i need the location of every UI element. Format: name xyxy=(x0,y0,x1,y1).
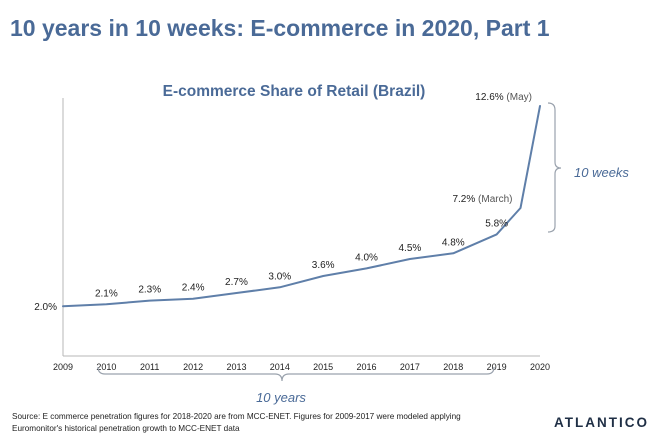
data-label-note: (May) xyxy=(504,92,532,103)
x-tick-label: 2018 xyxy=(443,362,463,372)
data-label: 3.0% xyxy=(268,271,291,282)
x-tick-label: 2010 xyxy=(96,362,116,372)
x-tick-label: 2014 xyxy=(270,362,290,372)
ten-weeks-bracket xyxy=(547,102,562,233)
x-tick-group: 2009 2010 2011 2012 2013 2014 2015 2016 2017 2018… xyxy=(53,362,550,372)
chart-area: 2009 2010 2011 2012 2013 2014 2015 2016 2017 2018… xyxy=(34,92,550,372)
data-label: 2.7% xyxy=(225,277,248,288)
x-tick-label: 2011 xyxy=(140,362,159,372)
data-label-value: 2.4% xyxy=(182,283,205,294)
data-label: 2.0% xyxy=(34,302,57,313)
data-label: 4.8% xyxy=(442,237,465,248)
source-note-line-1: Source: E commerce penetration figures f… xyxy=(12,412,461,421)
ten-weeks-label: 10 weeks xyxy=(574,165,629,180)
data-label: 4.5% xyxy=(399,243,422,254)
data-label: 3.6% xyxy=(312,260,335,271)
ten-years-bracket xyxy=(97,366,495,382)
data-label-value: 4.0% xyxy=(355,252,378,263)
data-label-value: 3.0% xyxy=(268,271,291,282)
chart-title: E-commerce Share of Retail (Brazil) xyxy=(163,83,426,100)
x-tick-label: 2013 xyxy=(226,362,246,372)
x-tick-label: 2019 xyxy=(487,362,507,372)
data-label-value: 2.7% xyxy=(225,277,248,288)
x-tick-label: 2020 xyxy=(530,362,550,372)
ten-years-label: 10 years xyxy=(256,390,306,405)
data-label: 4.0% xyxy=(355,252,378,263)
atlantico-logo: ATLANTICO xyxy=(554,415,649,430)
series-line xyxy=(62,105,541,308)
data-label-value: 7.2% xyxy=(452,194,475,205)
headline: 10 years in 10 weeks: E-commerce in 2020… xyxy=(10,15,550,41)
data-label-value: 2.1% xyxy=(95,288,118,299)
x-tick-label: 2017 xyxy=(400,362,420,372)
data-label: 2.3% xyxy=(138,285,161,296)
data-label-note: (March) xyxy=(475,194,512,205)
data-label-value: 4.5% xyxy=(399,243,422,254)
data-label: 5.8% xyxy=(485,218,508,229)
data-label: 2.4% xyxy=(182,283,205,294)
point-label-group: 2.0% 2.1% 2.3% 2.4% 2.7% 3.0% 3.6% 4.0% 4.5% 4.8%… xyxy=(34,92,532,313)
x-tick-label: 2012 xyxy=(183,362,203,372)
data-label: 12.6% (May) xyxy=(475,92,532,103)
data-label-value: 4.8% xyxy=(442,237,465,248)
x-tick-label: 2015 xyxy=(313,362,333,372)
x-tick-label: 2009 xyxy=(53,362,73,372)
data-label: 2.1% xyxy=(95,288,118,299)
data-label-value: 5.8% xyxy=(485,218,508,229)
data-label: 7.2% (March) xyxy=(452,194,512,205)
data-label-value: 3.6% xyxy=(312,260,335,271)
data-label-value: 2.3% xyxy=(138,285,161,296)
x-tick-label: 2016 xyxy=(357,362,377,372)
data-label-value: 2.0% xyxy=(34,302,57,313)
data-label-value: 12.6% xyxy=(475,92,503,103)
source-note-line-2: Euromonitor's historical penetration gro… xyxy=(12,424,240,433)
